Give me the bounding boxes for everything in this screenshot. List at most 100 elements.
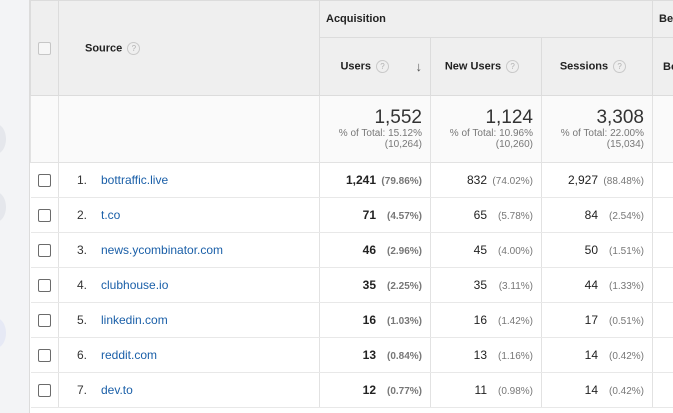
sessions-column-header[interactable]: Sessions?	[541, 37, 653, 96]
sessions-cell: 2,927 (88.48%)	[541, 162, 653, 198]
row-checkbox[interactable]	[37, 278, 51, 292]
source-link[interactable]: clubhouse.io	[101, 278, 169, 292]
source-link[interactable]: bottraffic.live	[101, 173, 169, 187]
users-pct: (79.86%)	[381, 176, 422, 187]
users-value: 16	[362, 313, 376, 327]
users-value: 35	[362, 278, 376, 292]
select-all-checkbox[interactable]	[38, 41, 51, 55]
users-header-label: Users	[340, 60, 372, 73]
behavior-sub-label: Bo	[663, 60, 673, 73]
row-checkbox[interactable]	[37, 313, 51, 327]
table-row: 3. news.ycombinator.com 46 (2.96%) 45 (4.00…	[30, 232, 673, 268]
users-cell: 35 (2.25%)	[319, 267, 431, 303]
source-link[interactable]: t.co	[101, 208, 121, 222]
new-users-pct: (74.02%)	[492, 176, 533, 187]
acquisition-group-header: Acquisition	[319, 0, 653, 38]
row-checkbox[interactable]	[37, 208, 51, 222]
summary-blank	[652, 95, 673, 163]
source-link[interactable]: news.ycombinator.com	[101, 243, 224, 257]
new-users-total-base: (10,260)	[495, 139, 533, 150]
new-users-cell: 11 (0.98%)	[430, 372, 542, 408]
sessions-value: 50	[584, 243, 598, 257]
sessions-value: 14	[584, 383, 598, 397]
table-row: 7. dev.to 12 (0.77%) 11 (0.98%) 14 (0.42%)	[30, 372, 673, 408]
users-summary: 1,552 % of Total: 15.12% (10,264)	[319, 95, 431, 163]
users-cell: 46 (2.96%)	[319, 232, 431, 268]
source-cell: 5. linkedin.com	[58, 302, 320, 338]
sessions-pct: (0.42%)	[608, 351, 644, 362]
new-users-column-header[interactable]: New Users?	[430, 37, 542, 96]
behavior-group-header: Be	[652, 0, 673, 38]
new-users-value: 832	[466, 173, 487, 187]
sessions-summary: 3,308 % of Total: 22.00% (15,034)	[541, 95, 653, 163]
source-link[interactable]: reddit.com	[101, 348, 158, 362]
help-icon[interactable]: ?	[376, 60, 390, 73]
sessions-value: 84	[584, 208, 598, 222]
sessions-pct: (2.54%)	[608, 211, 644, 222]
new-users-pct: (3.11%)	[498, 281, 533, 292]
behavior-cell	[652, 232, 673, 268]
behavior-cell	[652, 302, 673, 338]
sessions-cell: 50 (1.51%)	[541, 232, 653, 268]
new-users-value: 65	[473, 208, 487, 222]
behavior-cell	[652, 372, 673, 408]
sessions-pct: (0.51%)	[608, 316, 644, 327]
help-icon[interactable]: ?	[127, 41, 141, 55]
row-checkbox[interactable]	[37, 348, 51, 362]
new-users-pct: (1.42%)	[497, 316, 533, 327]
new-users-value: 13	[473, 348, 487, 362]
behavior-column-header[interactable]: Bo	[652, 37, 673, 96]
row-checkbox[interactable]	[37, 173, 51, 187]
report-table: Source? Acquisition Be Users? ↓ New User…	[30, 0, 673, 408]
new-users-pct: (0.98%)	[497, 386, 533, 397]
new-users-value: 11	[474, 383, 487, 397]
users-pct: (2.96%)	[386, 246, 422, 257]
sessions-total-pct: % of Total: 22.00%	[560, 128, 644, 139]
behavior-cell	[652, 162, 673, 198]
source-column-header[interactable]: Source?	[58, 0, 320, 96]
table-body: 1. bottraffic.live 1,241 (79.86%) 832 (74.0…	[30, 162, 673, 408]
row-checkbox[interactable]	[37, 383, 51, 397]
new-users-cell: 16 (1.42%)	[430, 302, 542, 338]
users-cell: 16 (1.03%)	[319, 302, 431, 338]
new-users-total-pct: % of Total: 10.96%	[449, 128, 533, 139]
new-users-cell: 832 (74.02%)	[430, 162, 542, 198]
users-pct: (2.25%)	[386, 281, 422, 292]
row-select-cell	[30, 302, 59, 338]
users-cell: 13 (0.84%)	[319, 337, 431, 373]
behavior-cell	[652, 337, 673, 373]
row-checkbox[interactable]	[37, 243, 51, 257]
users-column-header[interactable]: Users? ↓	[319, 37, 431, 96]
page-edge-decoration	[0, 124, 6, 154]
summary-blank	[30, 95, 59, 163]
source-cell: 2. t.co	[58, 197, 320, 233]
table-row: 5. linkedin.com 16 (1.03%) 16 (1.42%) 17 (0.…	[30, 302, 673, 338]
sessions-value: 44	[584, 278, 598, 292]
users-value: 46	[362, 243, 376, 257]
table-header: Source? Acquisition Be Users? ↓ New User…	[30, 0, 673, 96]
behavior-label: Be	[659, 13, 673, 25]
source-link[interactable]: linkedin.com	[101, 313, 168, 327]
row-index: 2.	[77, 208, 88, 222]
table-row: 4. clubhouse.io 35 (2.25%) 35 (3.11%) 44 (1.…	[30, 267, 673, 303]
row-select-cell	[30, 267, 59, 303]
new-users-value: 16	[473, 313, 487, 327]
new-users-pct: (1.16%)	[497, 351, 533, 362]
new-users-total: 1,124	[485, 107, 533, 128]
help-icon[interactable]: ?	[613, 60, 627, 73]
sort-descending-icon[interactable]: ↓	[415, 59, 423, 74]
row-index: 4.	[77, 278, 88, 292]
users-total-pct: % of Total: 15.12%	[338, 128, 422, 139]
users-pct: (0.84%)	[386, 351, 422, 362]
acquisition-label: Acquisition	[326, 13, 386, 25]
table-row: 1. bottraffic.live 1,241 (79.86%) 832 (74.0…	[30, 162, 673, 198]
users-value: 12	[362, 383, 376, 397]
source-link[interactable]: dev.to	[101, 383, 133, 397]
sessions-cell: 14 (0.42%)	[541, 372, 653, 408]
source-cell: 6. reddit.com	[58, 337, 320, 373]
new-users-summary: 1,124 % of Total: 10.96% (10,260)	[430, 95, 542, 163]
row-select-cell	[30, 197, 59, 233]
new-users-header-label: New Users	[444, 60, 502, 73]
help-icon[interactable]: ?	[506, 60, 520, 73]
row-select-cell	[30, 337, 59, 373]
